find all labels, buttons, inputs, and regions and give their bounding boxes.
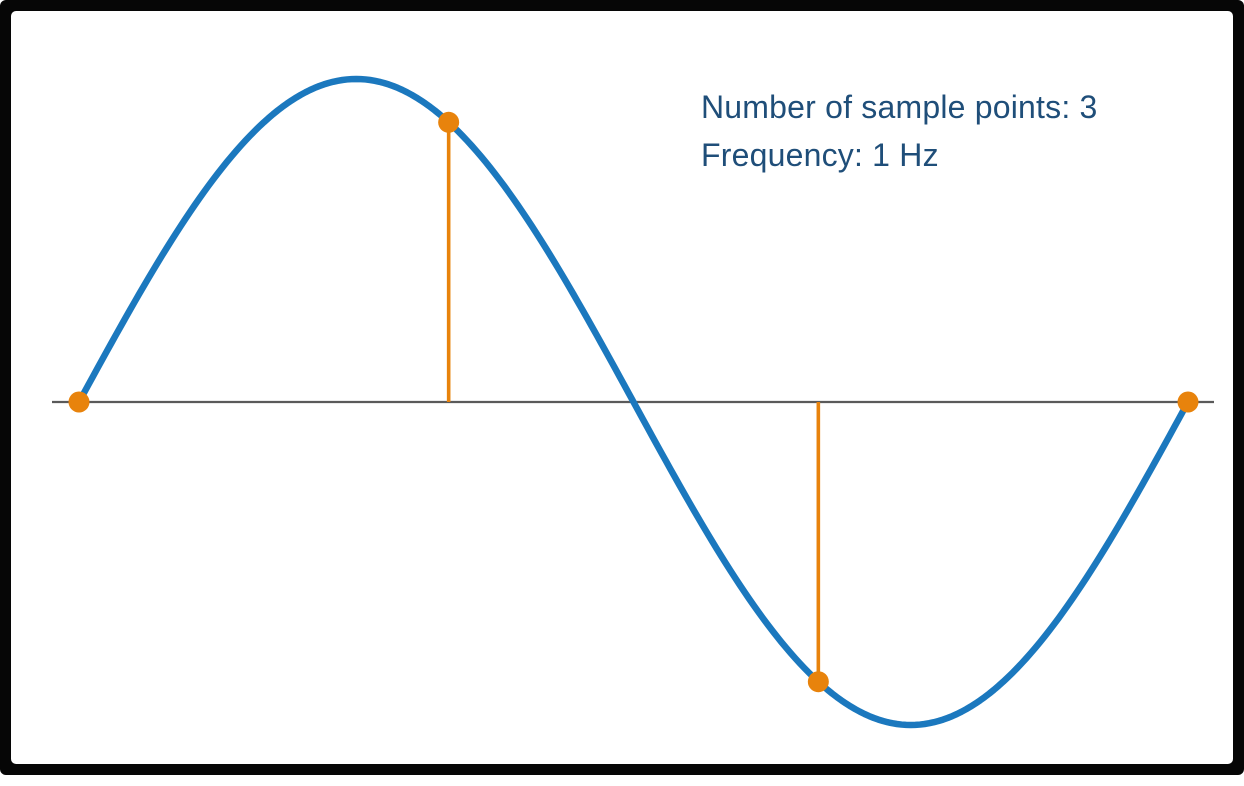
sine-curve <box>75 75 1192 729</box>
sine-wave-plot <box>52 75 1214 729</box>
sample-point <box>807 671 829 693</box>
sample-count-label: Number of sample points: 3 <box>701 89 1098 125</box>
plot-canvas: Number of sample points: 3 Frequency: 1 … <box>11 11 1233 764</box>
sample-point <box>438 111 460 133</box>
info-text: Number of sample points: 3 Frequency: 1 … <box>701 83 1098 179</box>
sample-point <box>68 391 90 413</box>
sample-point <box>1177 391 1199 413</box>
frequency-label: Frequency: 1 Hz <box>701 137 939 173</box>
